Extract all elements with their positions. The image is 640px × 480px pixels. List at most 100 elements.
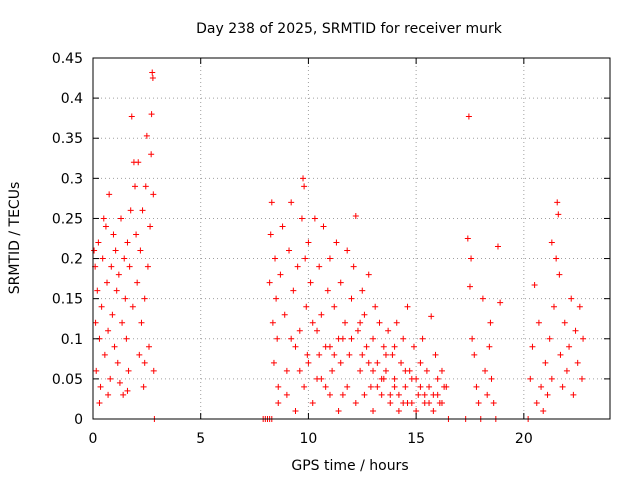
data-point: [557, 351, 564, 358]
data-point: [352, 399, 359, 406]
data-point: [550, 303, 557, 310]
data-point: [148, 111, 155, 118]
data-point: [134, 279, 141, 286]
data-point: [314, 327, 321, 334]
data-point: [544, 391, 551, 398]
data-point: [471, 351, 478, 358]
data-point: [469, 335, 476, 342]
data-point: [527, 375, 534, 382]
data-point: [111, 343, 118, 350]
data-point: [400, 335, 407, 342]
data-point: [337, 279, 344, 286]
data-point: [269, 319, 276, 326]
data-point: [391, 343, 398, 350]
data-point: [361, 311, 368, 318]
data-point: [367, 383, 374, 390]
plot-frame: [92, 57, 611, 420]
data-point: [309, 399, 316, 406]
data-point: [566, 343, 573, 350]
data-point: [149, 69, 156, 76]
data-point: [402, 367, 409, 374]
data-point: [318, 311, 325, 318]
data-point: [307, 279, 314, 286]
data-point: [301, 383, 308, 390]
data-point: [382, 351, 389, 358]
data-point: [94, 287, 101, 294]
data-point: [331, 303, 338, 310]
data-point: [346, 351, 353, 358]
data-point: [275, 399, 282, 406]
data-point: [391, 383, 398, 390]
data-point: [316, 351, 323, 358]
data-point: [443, 383, 450, 390]
data-point: [574, 359, 581, 366]
data-point: [357, 367, 364, 374]
data-point: [99, 255, 106, 262]
data-point: [123, 335, 130, 342]
data-point: [408, 375, 415, 382]
data-point: [267, 231, 274, 238]
data-point: [561, 319, 568, 326]
chart-title: Day 238 of 2025, SRMTID for receiver mur…: [196, 21, 503, 37]
data-point: [389, 351, 396, 358]
data-point: [415, 391, 422, 398]
data-point: [580, 335, 587, 342]
data-point: [304, 351, 311, 358]
data-point: [115, 271, 122, 278]
data-point: [344, 247, 351, 254]
data-point: [292, 407, 299, 414]
data-point: [428, 313, 435, 320]
data-point: [385, 327, 392, 334]
data-point: [277, 271, 284, 278]
y-tick-label: 0.05: [52, 372, 83, 388]
data-point: [292, 343, 299, 350]
data-point: [533, 399, 540, 406]
data-point: [93, 367, 100, 374]
data-point: [402, 383, 409, 390]
data-point: [473, 383, 480, 390]
y-tick-label: 0.3: [61, 171, 83, 187]
data-point: [149, 75, 156, 82]
data-point: [335, 407, 342, 414]
data-point: [147, 223, 154, 230]
data-point: [97, 383, 104, 390]
x-tick-label: 10: [300, 431, 318, 447]
data-point: [438, 399, 445, 406]
data-point: [339, 391, 346, 398]
data-point: [283, 367, 290, 374]
data-point: [137, 247, 144, 254]
data-point: [331, 351, 338, 358]
data-point: [475, 399, 482, 406]
data-point: [419, 335, 426, 342]
data-point: [283, 391, 290, 398]
data-point: [568, 295, 575, 302]
data-point: [296, 367, 303, 374]
data-point: [387, 391, 394, 398]
data-point: [122, 295, 129, 302]
data-point: [120, 391, 127, 398]
axis-ticks: 0 0.05 0.1 0.15 0.2 0.25 0.3 0.35 0.4 0.45 0 5 10 15 2…: [52, 51, 610, 447]
x-tick-label: 0: [89, 431, 98, 447]
data-point: [150, 367, 157, 374]
data-point: [466, 283, 473, 290]
data-point: [374, 359, 381, 366]
x-axis-label: GPS time / hours: [291, 458, 408, 474]
data-point: [359, 351, 366, 358]
data-point: [363, 343, 370, 350]
data-point: [479, 295, 486, 302]
data-point: [417, 359, 424, 366]
y-axis-label: SRMTID / TECUs: [7, 182, 23, 295]
data-point: [142, 183, 149, 190]
data-point: [286, 247, 293, 254]
data-point: [529, 343, 536, 350]
data-point: [148, 151, 155, 158]
data-point: [96, 399, 103, 406]
data-point: [548, 375, 555, 382]
data-point: [273, 295, 280, 302]
y-tick-label: 0.25: [52, 211, 83, 227]
data-point: [382, 367, 389, 374]
data-point: [464, 235, 471, 242]
data-point: [546, 335, 553, 342]
data-point: [268, 199, 275, 206]
